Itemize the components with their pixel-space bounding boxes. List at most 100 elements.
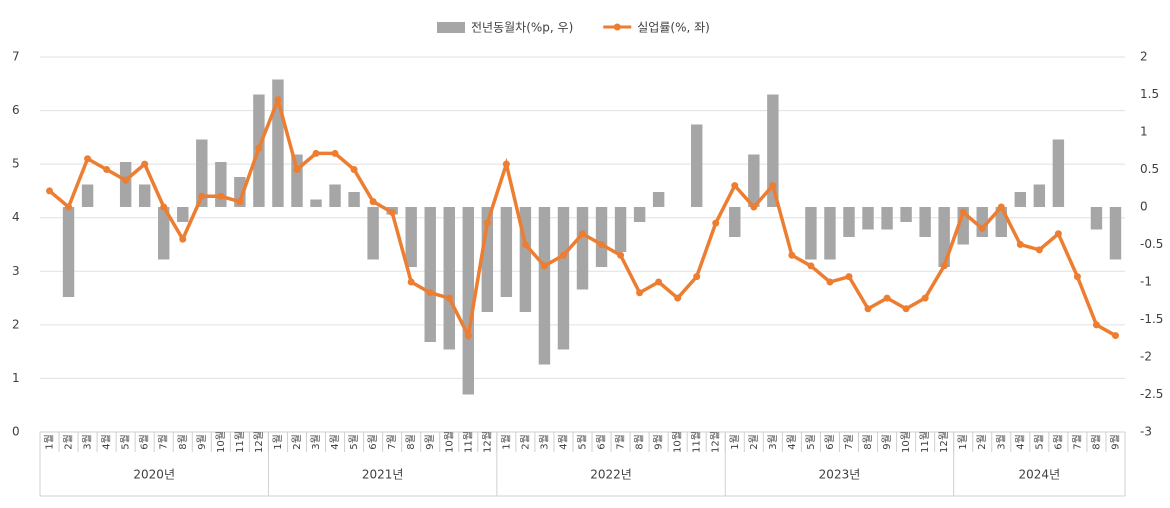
x-tick-label: 10월 [900, 431, 912, 453]
bar [462, 207, 474, 395]
line-marker [407, 278, 415, 286]
y-tick-label: 5 [12, 157, 20, 171]
line-marker [864, 305, 872, 313]
line-marker [198, 192, 206, 200]
line-marker [84, 155, 92, 163]
x-tick-label: 6월 [596, 434, 608, 450]
x-tick-label: 2월 [976, 434, 988, 450]
bar [557, 207, 570, 350]
x-tick-label: 7월 [615, 434, 627, 450]
x-tick-label: 6월 [824, 434, 836, 450]
bar [119, 162, 132, 207]
bar [310, 199, 322, 207]
line-marker [1111, 332, 1119, 340]
x-tick-label: 2월 [748, 434, 760, 450]
line-marker [160, 203, 168, 211]
bar [652, 192, 665, 207]
line-marker [483, 219, 491, 227]
x-group-label: 2021년 [362, 468, 404, 482]
bar [481, 207, 494, 312]
x-group-label: 2023년 [819, 468, 861, 482]
x-tick-label: 5월 [348, 434, 360, 450]
y-tick-label: 2 [12, 317, 20, 331]
line-marker [293, 166, 301, 173]
y-tick-label: 6 [12, 103, 20, 117]
bar [576, 207, 589, 290]
line-marker [579, 230, 586, 238]
line-marker [940, 262, 948, 270]
y2-tick-label: 2 [1140, 50, 1148, 64]
line-marker [426, 289, 434, 297]
x-tick-label: 10월 [215, 431, 227, 453]
bar [158, 207, 170, 260]
x-tick-label: 9월 [1109, 434, 1121, 450]
bar [957, 207, 969, 245]
bar [348, 192, 360, 207]
bar [81, 184, 94, 207]
line-marker [845, 273, 853, 281]
line-marker [921, 294, 929, 302]
bar [976, 207, 988, 237]
x-tick-label: 11월 [234, 431, 246, 453]
x-tick-label: 11월 [919, 431, 931, 453]
x-tick-label: 1월 [44, 434, 56, 450]
x-tick-label: 5월 [577, 434, 589, 450]
x-tick-label: 6월 [139, 434, 151, 450]
bar [729, 207, 741, 237]
y2-tick-label: -0.5 [1140, 237, 1163, 251]
bar [196, 139, 208, 207]
x-tick-label: 3월 [310, 434, 322, 450]
x-tick-label: 1월 [729, 434, 741, 450]
x-tick-label: 9월 [653, 434, 665, 450]
bar [862, 207, 874, 230]
y2-tick-label: 1 [1140, 125, 1148, 139]
x-tick-label: 9월 [196, 434, 208, 450]
bar [691, 124, 703, 207]
x-tick-label: 1월 [500, 434, 512, 450]
line-marker [141, 160, 149, 168]
x-group-label: 2024년 [1019, 468, 1061, 482]
line-marker [693, 273, 701, 281]
x-tick-label: 12월 [481, 431, 493, 453]
line-marker [103, 166, 111, 173]
line-marker [883, 294, 891, 302]
bar [177, 207, 189, 222]
bar [329, 184, 341, 207]
bar [1014, 192, 1027, 207]
y-tick-label: 0 [12, 425, 20, 439]
x-tick-label: 2월 [63, 434, 75, 450]
line-marker [1092, 321, 1100, 329]
line-marker [1016, 241, 1024, 248]
bar [538, 207, 551, 365]
x-tick-label: 12월 [710, 431, 722, 453]
bar [824, 207, 836, 260]
y2-tick-label: -3 [1140, 425, 1152, 439]
x-tick-label: 8월 [1090, 434, 1102, 450]
x-tick-label: 9월 [881, 434, 893, 450]
y-tick-label: 7 [12, 50, 20, 64]
x-tick-label: 10월 [443, 431, 455, 453]
line-marker [331, 149, 339, 157]
line-marker [274, 96, 282, 104]
bar [367, 207, 379, 260]
line-marker [445, 294, 453, 302]
x-tick-label: 5월 [805, 434, 817, 450]
x-group-label: 2022년 [590, 468, 632, 482]
y2-tick-label: 1.5 [1140, 87, 1159, 101]
legend-swatch [613, 23, 621, 31]
line-marker [502, 160, 510, 168]
line-marker [46, 187, 54, 195]
line-marker [598, 241, 606, 248]
line-marker [312, 149, 320, 157]
line-marker [1054, 230, 1062, 238]
bar [234, 177, 246, 207]
bar [215, 162, 227, 207]
bar [614, 207, 627, 252]
bar [291, 154, 303, 207]
x-tick-label: 9월 [424, 434, 436, 450]
x-tick-label: 5월 [120, 434, 132, 450]
line-marker [1073, 273, 1081, 281]
bar [62, 207, 75, 297]
x-tick-label: 1월 [957, 434, 969, 450]
